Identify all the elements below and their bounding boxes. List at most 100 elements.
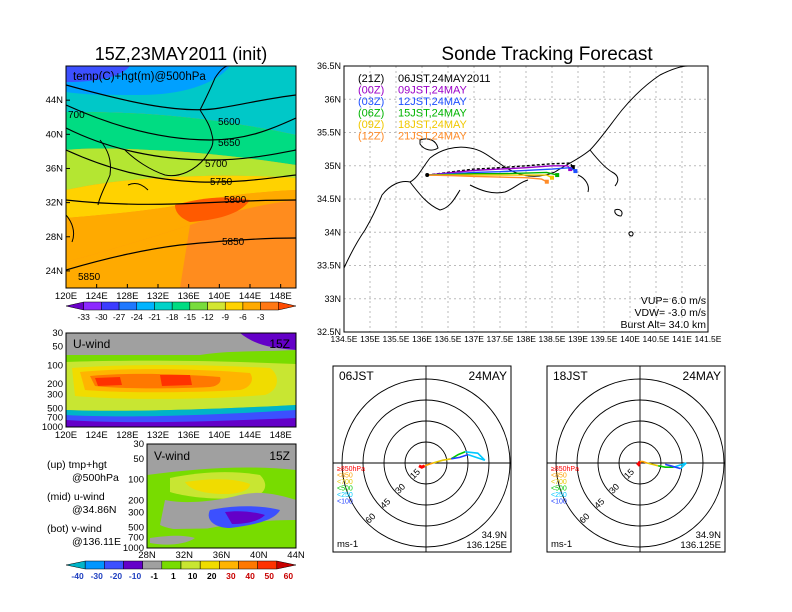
lon-tick-label: 140.5E (643, 334, 670, 344)
track-line (427, 166, 576, 176)
temp-panel-frame (65, 65, 297, 289)
colorbar-label: -20 (110, 571, 123, 581)
param-burst: Burst Alt= 34.0 km (621, 319, 707, 331)
ring-label: 15 (408, 467, 422, 481)
colorbar-label: -30 (91, 571, 104, 581)
lon-tick-label: 128E (116, 430, 138, 441)
lon-tick-label: 138.5E (539, 334, 566, 344)
hodograph-trace (665, 463, 681, 470)
legend-code: (21Z) (358, 73, 384, 85)
level-legend-item: <500 (551, 486, 567, 493)
temp-field (66, 66, 296, 288)
ring-label: 60 (363, 511, 377, 525)
lon-tick-label: 132E (147, 430, 169, 441)
uwind-lon-ticks: 120E 124E 128E 132E 136E 140E 144E 148E (55, 430, 292, 441)
pressure-tick-label: 100 (47, 360, 63, 371)
colorbar-label: -1 (150, 571, 158, 581)
lat-tick-label: 40N (46, 129, 64, 140)
pressure-tick-label: 200 (47, 379, 63, 390)
legend-code: (09Z) (358, 119, 384, 131)
lat-tick-label: 28N (138, 550, 156, 561)
uwind-time: 15Z (269, 337, 290, 351)
lon-tick-label: 124E (86, 291, 108, 302)
hodograph-date: 24MAY (683, 369, 721, 383)
note-bot-level: @136.11E (72, 536, 121, 548)
legend-time: 06JST,24MAY2011 (398, 73, 491, 85)
temp-lat-ticks: 44N 40N 36N 32N 28N 24N (46, 95, 70, 277)
colorbar-swatch (189, 301, 208, 311)
lat-tick-label: 44N (46, 95, 64, 106)
lon-tick-label: 144E (239, 291, 261, 302)
panel-notes: (up) tmp+hgt @500hPa (mid) u-wind @34.86… (47, 459, 121, 548)
hodograph-lon: 136.125E (466, 540, 507, 551)
legend-time: 21JST,24MAY (398, 131, 468, 143)
hodograph-lat: 34.9N (696, 530, 721, 541)
vwind-time: 15Z (269, 449, 290, 463)
track-line (427, 165, 571, 176)
ring-label: 30 (607, 482, 621, 496)
hodograph-trace (636, 460, 642, 467)
colorbar-swatch (180, 560, 201, 570)
temp-panel-label: temp(C)+hgt(m)@500hPa (73, 71, 206, 83)
legend-code: (00Z) (358, 85, 384, 97)
lon-tick-label: 136.5E (435, 334, 462, 344)
colorbar-swatch (104, 560, 124, 570)
colorbar-label: 50 (265, 571, 275, 581)
pressure-tick-label: 700 (128, 532, 144, 543)
colorbar-swatch (161, 560, 182, 570)
hodograph-trace (465, 451, 486, 461)
ring-label: 45 (378, 496, 392, 510)
colorbar-label: 1 (171, 571, 176, 581)
hodograph-trace (451, 453, 469, 460)
ring-label: 45 (592, 496, 606, 510)
contour-label: 5600 (218, 117, 241, 128)
lon-tick-label: 148E (270, 430, 292, 441)
track-grid (344, 66, 708, 332)
pressure-tick-label: 200 (128, 495, 144, 506)
ring-label: 30 (393, 482, 407, 496)
legend-code: (03Z) (358, 96, 384, 108)
pressure-tick-label: 500 (47, 403, 63, 414)
track-legend: (21Z) 06JST,24MAY2011 (00Z) 09JST,24MAY (03Z… (358, 73, 491, 143)
lon-tick-label: 137.5E (487, 334, 514, 344)
pressure-tick-label: 30 (52, 328, 63, 339)
lon-tick-label: 135E (360, 334, 380, 344)
lat-tick-label: 32.5N (317, 327, 341, 337)
track-lat-ticks: 36.5N 36N 35.5N 35N 34.5N 34N 33.5N 33N 32.5N (317, 61, 341, 337)
lat-tick-label: 33.5N (317, 261, 341, 271)
lon-tick-label: 141.5E (695, 334, 722, 344)
vwind-lat-ticks: 28N 32N 36N 40N 44N (138, 550, 305, 561)
colorbar-swatch (84, 560, 105, 570)
lon-tick-label: 136E (412, 334, 432, 344)
lon-tick-label: 135.5E (383, 334, 410, 344)
colorbar-swatch (123, 560, 143, 570)
track-lon-ticks: 134.5E 135E 135.5E 136E 136.5E 137E 137.5E 138E… (331, 334, 722, 344)
colorbar-label: -27 (113, 312, 126, 322)
lat-tick-label: 34.5N (317, 194, 341, 204)
colorbar-label: -12 (201, 312, 214, 322)
note-bot: (bot) v-wind (47, 523, 102, 535)
colorbar-swatch (278, 301, 297, 311)
temp-lon-ticks: 120E 124E 128E 132E 136E 140E 144E 148E (55, 284, 292, 302)
lat-tick-label: 36N (213, 550, 231, 561)
legend-time: 09JST,24MAY (398, 85, 468, 97)
level-legend-item: ≥850hPa (337, 466, 365, 473)
track-line (427, 162, 574, 176)
lat-tick-label: 36N (324, 94, 341, 104)
colorbar-label: -15 (184, 312, 197, 322)
level-legend-item: <100 (337, 499, 353, 506)
hodograph-time: 18JST (553, 369, 588, 383)
colorbar-swatch (276, 560, 297, 570)
temp-colorbar: -33 -30 -27 -24 -21 -18 -15 -12 -9 -6 -3 (65, 301, 297, 322)
note-up-level: @500hPa (72, 472, 119, 484)
pressure-tick-label: 300 (128, 507, 144, 518)
param-vup: VUP= 6.0 m/s (641, 295, 706, 307)
contour-label: 5650 (218, 138, 241, 149)
hodograph-trace (450, 451, 466, 460)
lat-tick-label: 40N (250, 550, 268, 561)
lon-tick-label: 120E (55, 291, 77, 302)
vwind-label: V-wind (154, 449, 190, 463)
colorbar-swatch (171, 301, 191, 311)
colorbar-swatch (136, 301, 155, 311)
